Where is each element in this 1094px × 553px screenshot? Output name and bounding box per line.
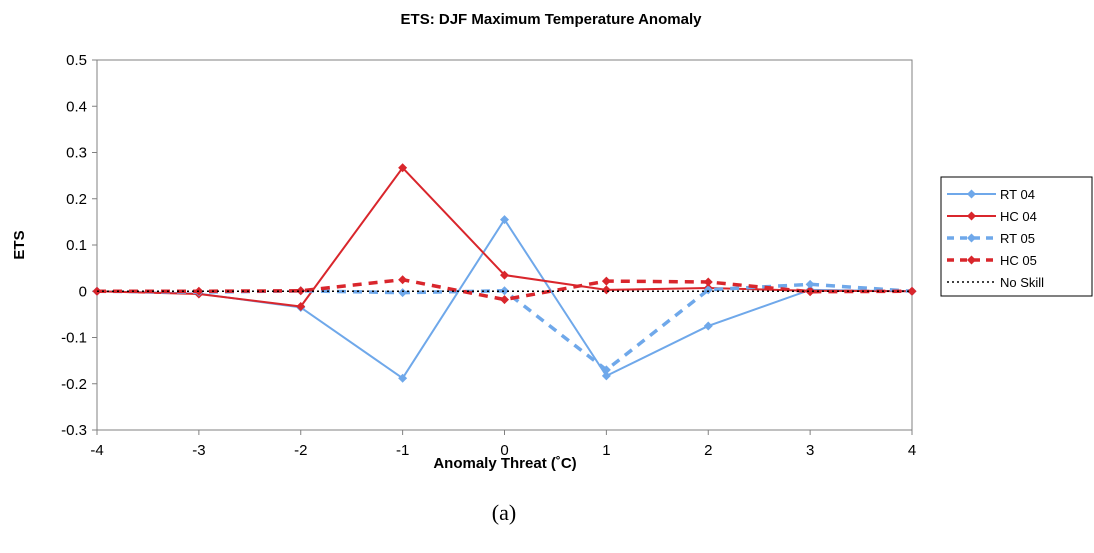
y-tick-label: 0.5 [66,52,87,69]
data-point [601,365,611,375]
x-tick-label: -2 [294,442,307,459]
y-tick-label: -0.2 [61,376,87,393]
legend-label: RT 05 [1000,231,1035,246]
plot-area [96,59,913,431]
data-point [907,286,917,296]
legend-label: RT 04 [1000,187,1035,202]
series-layer [92,163,917,383]
y-tick-label: 0.2 [66,191,87,208]
data-point [398,163,408,173]
data-point [500,295,509,305]
y-axis: 0.5 0.4 0.3 0.2 0.1 0 -0.1 -0.2 -0.3 [61,52,97,439]
x-tick-label: 0 [500,442,508,459]
y-tick-label: -0.3 [61,422,87,439]
x-tick-label: 4 [908,442,916,459]
y-tick-label: 0.3 [66,145,87,162]
x-tick-label: 3 [806,442,814,459]
x-axis-title: Anomaly Threat (˚C) [433,455,576,472]
legend-marker [967,233,976,243]
data-point [398,288,408,298]
data-point [703,321,713,331]
y-tick-label: 0 [79,283,87,300]
data-point [500,215,509,225]
data-point [398,275,408,285]
legend-marker [967,211,976,221]
y-tick-label: -0.1 [61,330,87,347]
y-tick-label: 0.1 [66,237,87,254]
data-point [805,287,815,297]
x-tick-label: 2 [704,442,712,459]
data-point [601,276,611,286]
figure-caption: (a) [492,500,516,525]
y-axis-title: ETS [11,230,28,259]
legend-marker [967,255,976,265]
data-point [398,373,408,383]
legend-label: No Skill [1000,275,1044,290]
y-tick-label: 0.4 [66,98,87,115]
x-tick-label: 1 [602,442,610,459]
data-point [601,371,611,381]
data-point [296,302,306,312]
data-point [500,270,509,280]
data-point [500,286,509,296]
data-point [703,285,713,295]
data-point [601,285,611,295]
x-tick-label: -1 [396,442,409,459]
x-tick-label: -4 [90,442,103,459]
x-axis: -4 -3 -2 -1 0 1 2 3 4 [90,430,916,459]
x-tick-label: -3 [192,442,205,459]
data-point [703,277,713,287]
legend-marker [967,189,976,199]
legend-label: HC 04 [1000,209,1037,224]
legend-label: HC 05 [1000,253,1037,268]
data-point [296,286,306,296]
legend: RT 04 HC 04 RT 05 HC 05 No Skill [940,176,1093,297]
chart-title: ETS: DJF Maximum Temperature Anomaly [401,11,703,28]
data-point [805,279,815,289]
